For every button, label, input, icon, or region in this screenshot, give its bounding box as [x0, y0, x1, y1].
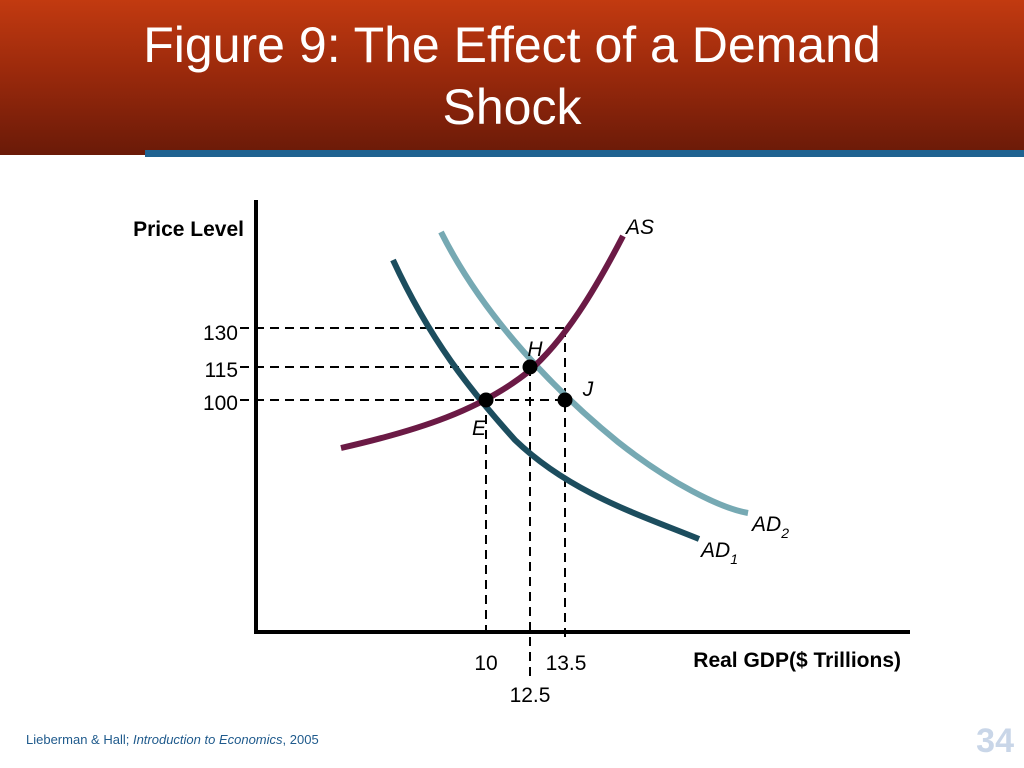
- point-e: [478, 392, 494, 408]
- ad2-label: AD2: [750, 513, 789, 541]
- ad1-label-main: AD: [699, 539, 730, 562]
- x-tick-label-13-5: 13.5: [546, 652, 587, 675]
- y-tick-label-115: 115: [205, 359, 238, 382]
- header-rule: [145, 150, 1024, 157]
- footer-book-title: Introduction to Economics: [132, 732, 283, 747]
- ad1-curve: [390, 258, 701, 542]
- footer-authors: Lieberman & Hall;: [26, 732, 133, 747]
- x-tick-label-10: 10: [474, 652, 497, 675]
- slide-title: Figure 9: The Effect of a Demand Shock: [0, 14, 1024, 138]
- point-label-h: H: [527, 338, 543, 361]
- point-j: [557, 392, 573, 408]
- y-axis-label: Price Level: [133, 218, 244, 241]
- slide-footer: Lieberman & Hall; Introduction to Econom…: [26, 732, 319, 747]
- point-label-e: E: [472, 417, 487, 440]
- ad1-label-sub: 1: [730, 551, 738, 567]
- point-h: [522, 359, 538, 375]
- x-tick-label-12-5: 12.5: [510, 684, 551, 707]
- ad2-label-sub: 2: [780, 525, 789, 541]
- x-axis-label: Real GDP($ Trillions): [693, 649, 901, 672]
- y-tick-label-130: 130: [203, 322, 238, 345]
- point-label-j: J: [582, 378, 594, 401]
- guide-lines: [240, 327, 566, 680]
- slide-header: Figure 9: The Effect of a Demand Shock: [0, 0, 1024, 157]
- ad2-label-main: AD: [750, 513, 781, 536]
- footer-year: , 2005: [282, 732, 319, 747]
- ad1-label: AD1: [699, 539, 738, 567]
- slide-title-line-2: Shock: [442, 79, 582, 135]
- y-tick-label-100: 100: [203, 392, 238, 415]
- page-number: 34: [976, 722, 1014, 760]
- ad2-curve: [438, 230, 749, 516]
- as-label: AS: [624, 216, 654, 239]
- slide-title-line-1: Figure 9: The Effect of a Demand: [143, 17, 881, 73]
